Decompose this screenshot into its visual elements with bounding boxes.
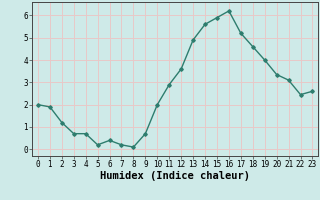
X-axis label: Humidex (Indice chaleur): Humidex (Indice chaleur): [100, 171, 250, 181]
